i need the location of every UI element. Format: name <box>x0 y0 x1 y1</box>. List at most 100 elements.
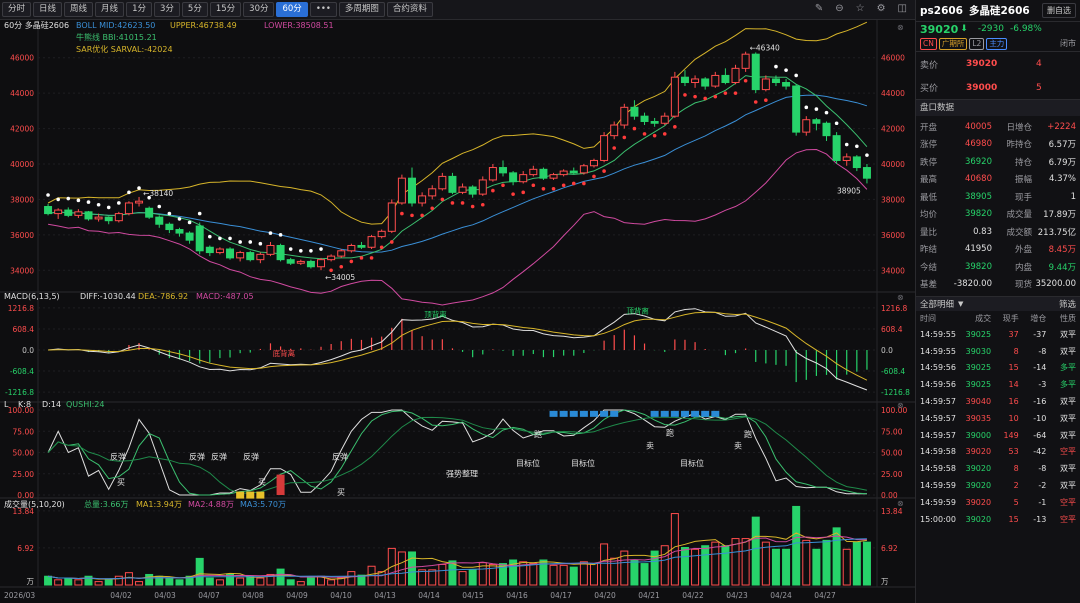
trade-row[interactable]: 14:59:56 39025 14 -3 多平 <box>920 376 1076 393</box>
volume-bar <box>559 564 568 586</box>
draw-icon[interactable]: ✎ <box>814 3 824 14</box>
candle-body <box>175 229 184 234</box>
sar-dot <box>379 245 384 250</box>
period-button-10[interactable]: ••• <box>309 2 337 17</box>
volume-bar <box>620 550 629 586</box>
close-pane-icon[interactable]: ⊗ <box>897 293 904 302</box>
bbi-line <box>48 75 868 260</box>
chevron-down-icon[interactable]: ▼ <box>958 300 964 308</box>
sar-dot <box>733 91 738 95</box>
signal-block <box>236 491 245 499</box>
y-tick-left: 46000 <box>10 54 34 63</box>
vol-title: 成交量(5,10,20) <box>4 499 65 509</box>
trade-cell: -42 <box>1033 447 1047 457</box>
trade-row[interactable]: 14:59:56 39025 15 -14 多平 <box>920 360 1076 377</box>
candle-body <box>44 206 53 215</box>
stat-label: 成交量 <box>1006 210 1032 221</box>
period-button-1[interactable]: 日线 <box>33 2 63 17</box>
vol-tick-right: 6.92 <box>881 544 898 553</box>
close-pane-icon[interactable]: ⊗ <box>897 499 904 508</box>
volume-bar <box>630 559 639 586</box>
candle-body <box>408 177 417 204</box>
sar-dot <box>632 126 637 131</box>
volume-bar <box>771 548 780 586</box>
trade-cell: 39020 <box>965 514 992 524</box>
stat-label: 昨持仓 <box>1006 140 1032 151</box>
trade-list[interactable]: 14:59:55 39025 37 -37 双平 14:59:55 39030 8 -8 双平 14… <box>916 326 1080 528</box>
close-pane-icon[interactable]: ⊗ <box>897 23 904 32</box>
settings-icon[interactable]: ⚙ <box>876 3 886 14</box>
kd-signal-label: 卖 <box>646 441 654 450</box>
candle-body <box>589 159 598 167</box>
sar-dot <box>642 132 647 136</box>
volume-bar <box>347 571 356 586</box>
sar-dot <box>844 142 849 147</box>
price-annotation: ←34005 <box>325 273 355 282</box>
period-button-11[interactable]: 多周期图 <box>338 2 385 17</box>
stat-value: 6.57万 <box>1048 140 1076 151</box>
period-button-2[interactable]: 周线 <box>64 2 94 17</box>
period-button-6[interactable]: 5分 <box>181 2 208 17</box>
col-header: 时间 <box>920 314 936 323</box>
detail-dropdown[interactable]: 全部明细 <box>920 300 955 310</box>
period-button-9[interactable]: 60分 <box>276 2 308 17</box>
volume-bar <box>498 563 507 586</box>
volume-bar <box>145 573 154 586</box>
sar-dot <box>268 231 273 235</box>
trade-row[interactable]: 14:59:55 39025 37 -37 双平 <box>920 326 1076 343</box>
sar-dot <box>683 93 687 97</box>
period-button-3[interactable]: 月线 <box>95 2 125 17</box>
volume-bar <box>792 505 801 586</box>
remove-watchlist-button[interactable]: 删自选 <box>1042 3 1076 18</box>
period-button-8[interactable]: 30分 <box>243 2 275 17</box>
trade-row[interactable]: 14:59:57 39035 10 -10 双平 <box>920 410 1076 427</box>
period-button-12[interactable]: 合约资料 <box>386 2 433 17</box>
market-stats: 开盘 40005 日增仓 +2224 涨停 46980 昨持仓 6.57万 跌停 3… <box>916 116 1080 295</box>
y-tick-left: 38000 <box>10 195 34 204</box>
volume-bar <box>812 548 821 586</box>
zoom-out-icon[interactable]: ⊖ <box>835 3 844 14</box>
x-tick: 04/14 <box>418 591 440 600</box>
kd-signal-label: 买 <box>117 478 125 487</box>
trade-row[interactable]: 15:00:00 39020 15 -13 空平 <box>920 511 1076 528</box>
boll-lower-label: LOWER:38508.51 <box>264 21 334 30</box>
volume-bar <box>124 572 133 586</box>
filter-button[interactable]: 筛选 <box>1058 300 1076 310</box>
trade-row[interactable]: 14:59:59 39020 5 -1 空平 <box>920 494 1076 511</box>
bid-volume: 5 <box>1036 82 1042 93</box>
trade-cell: 14:59:57 <box>920 413 956 423</box>
chart-area[interactable]: 46000 46000 44000 44000 42000 42000 40000 40000… <box>0 20 915 603</box>
trade-row[interactable]: 14:59:57 39040 16 -16 双平 <box>920 393 1076 410</box>
qushi-line <box>47 416 867 494</box>
sar-dot <box>349 259 354 264</box>
trade-cell: 8 <box>1013 464 1019 474</box>
macd-signal-label: 底背离 <box>273 348 296 358</box>
star-icon[interactable]: ☆ <box>855 3 865 14</box>
period-button-0[interactable]: 分时 <box>2 2 32 17</box>
period-button-7[interactable]: 15分 <box>209 2 242 17</box>
candle-body <box>357 244 366 248</box>
trade-row[interactable]: 14:59:58 39020 8 -8 双平 <box>920 460 1076 477</box>
stat-value: 9.44万 <box>1048 262 1076 273</box>
sar-dot <box>56 197 60 202</box>
candle-body <box>226 248 235 259</box>
trade-cell: 双平 <box>1059 481 1076 491</box>
layout-icon[interactable]: ◫ <box>897 3 907 14</box>
trade-row[interactable]: 14:59:57 39000 149 -64 双平 <box>920 427 1076 444</box>
y-tick-left: 44000 <box>10 89 34 98</box>
period-button-4[interactable]: 1分 <box>126 2 152 17</box>
close-pane-icon[interactable]: ⊗ <box>897 401 904 410</box>
trade-cell: 双平 <box>1059 329 1076 339</box>
trade-row[interactable]: 14:59:58 39020 53 -42 空平 <box>920 444 1076 461</box>
period-button-5[interactable]: 3分 <box>153 2 180 17</box>
trade-cell: 14:59:55 <box>920 329 956 339</box>
candle-body <box>347 244 356 252</box>
trade-row[interactable]: 14:59:59 39020 2 -2 双平 <box>920 477 1076 494</box>
kd-signal-label: 目标位 <box>571 458 595 468</box>
candle-body <box>458 186 467 193</box>
kd-tick: 0.00 <box>17 491 34 500</box>
vol-tick-right: 13.84 <box>881 507 903 516</box>
trade-row[interactable]: 14:59:55 39030 8 -8 双平 <box>920 343 1076 360</box>
trade-cell: 空平 <box>1059 497 1076 507</box>
trade-cell: 39020 <box>965 481 992 491</box>
